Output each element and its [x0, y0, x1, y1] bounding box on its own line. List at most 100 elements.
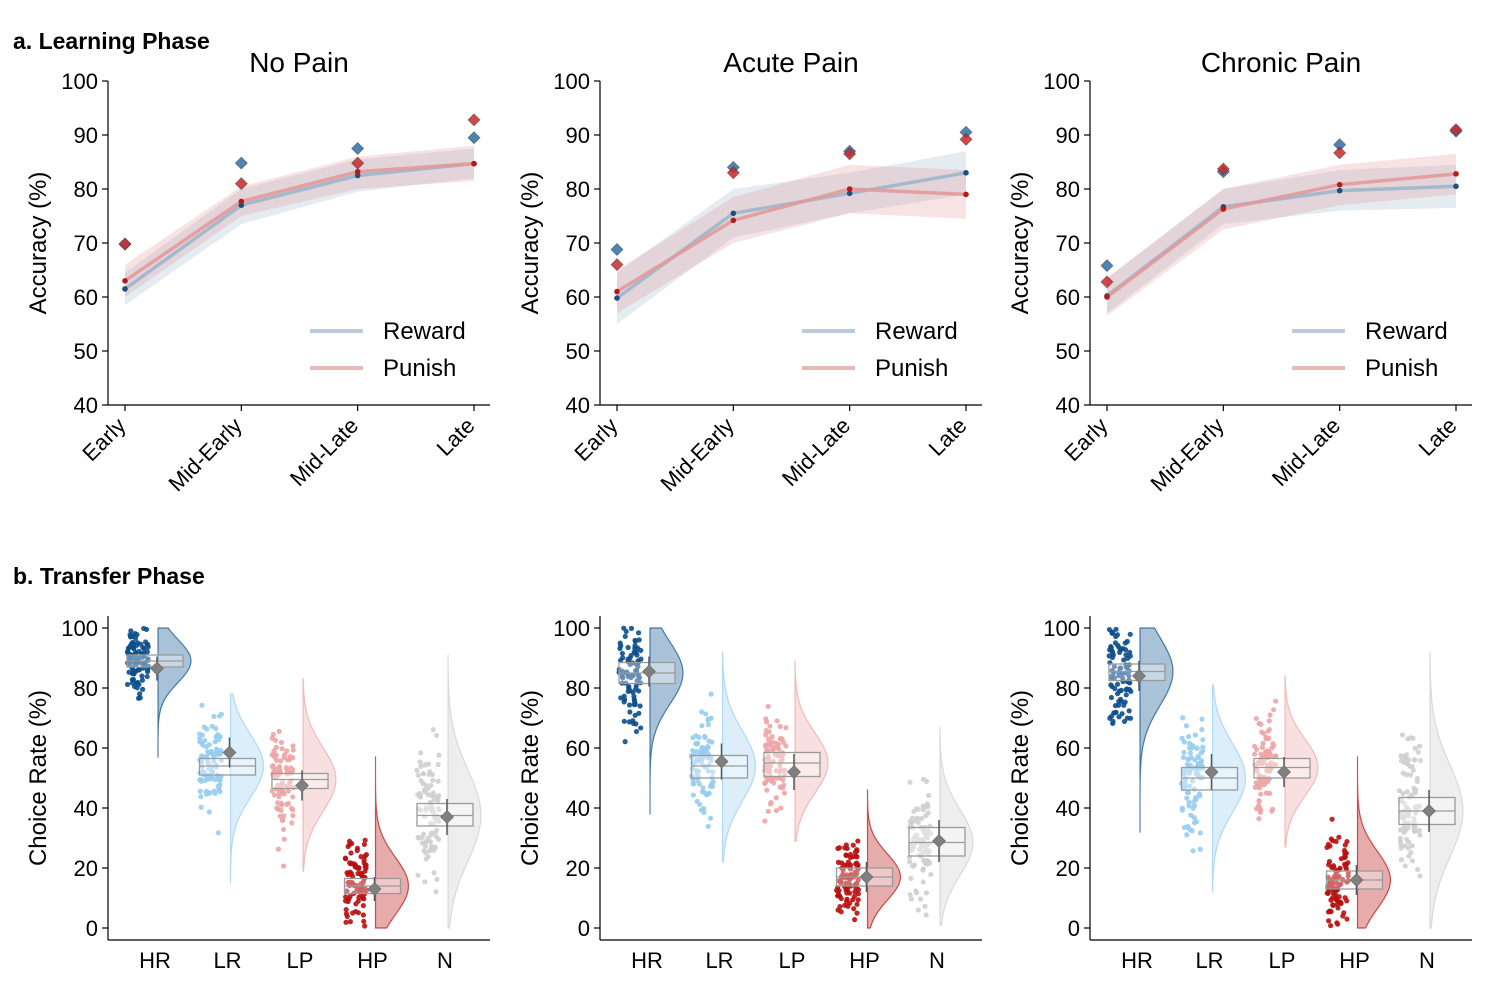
- reward-model-marker: [610, 242, 624, 257]
- y-tick-label: 80: [74, 676, 98, 701]
- punish-model-marker: [118, 237, 132, 251]
- data-point-N: [921, 857, 927, 863]
- mean-marker-HP: [1349, 873, 1364, 887]
- data-point-HP: [361, 918, 367, 924]
- data-point-LR: [216, 713, 223, 719]
- violin-LR: [721, 651, 757, 863]
- data-point-LR: [694, 798, 700, 805]
- data-point-N: [415, 772, 421, 778]
- data-point-LR: [1188, 812, 1194, 818]
- data-point-HR: [1107, 715, 1113, 721]
- mean-marker-LP: [787, 765, 801, 779]
- data-point-LP: [1257, 809, 1264, 815]
- data-point-HR: [129, 677, 135, 683]
- data-point-LP: [768, 778, 774, 784]
- data-point-HR: [622, 633, 628, 640]
- data-point-HR: [627, 709, 633, 715]
- data-point-N: [425, 785, 431, 792]
- data-point-HR: [632, 700, 638, 706]
- data-point-N: [1414, 805, 1420, 811]
- data-point-HR: [145, 656, 151, 662]
- y-tick-label: 90: [74, 123, 98, 148]
- data-point-LP: [767, 723, 773, 729]
- data-point-HR: [636, 688, 642, 694]
- data-point-LR: [209, 769, 215, 775]
- data-point-HP: [1342, 842, 1348, 848]
- data-point-HR: [124, 681, 131, 688]
- data-point-HR: [633, 683, 639, 689]
- y-tick-label: 40: [566, 796, 590, 821]
- data-point-LR: [705, 823, 711, 830]
- data-point-HR: [621, 718, 627, 724]
- data-point-LP: [1253, 715, 1259, 722]
- data-point-LP: [1269, 806, 1276, 812]
- data-point-LR: [1190, 805, 1196, 811]
- data-point-N: [1417, 832, 1423, 838]
- data-point-N: [432, 844, 438, 850]
- data-point-N: [1412, 788, 1418, 794]
- data-point-HR: [136, 648, 142, 655]
- punish-mean-point: [614, 288, 620, 295]
- data-point-LR: [707, 815, 714, 821]
- box-LR: [198, 757, 257, 776]
- data-point-HR: [638, 725, 644, 731]
- x-tick-label: Late: [924, 413, 972, 461]
- data-point-HR: [128, 641, 135, 647]
- data-point-LP: [276, 794, 282, 800]
- data-point-N: [1404, 836, 1410, 842]
- data-point-LP: [290, 743, 296, 749]
- data-point-HR: [139, 677, 146, 683]
- data-point-LR: [211, 788, 217, 794]
- data-point-HP: [1333, 896, 1339, 902]
- data-point-N: [423, 856, 429, 862]
- data-point-N: [433, 834, 440, 840]
- data-point-N: [928, 871, 934, 878]
- data-point-LR: [1181, 749, 1187, 755]
- reward-ci-band: [617, 151, 966, 324]
- data-point-LR: [208, 748, 215, 755]
- data-point-HR: [617, 645, 623, 652]
- data-point-N: [435, 778, 441, 784]
- data-point-N: [1405, 845, 1411, 851]
- data-point-N: [923, 890, 930, 896]
- data-point-HP: [348, 850, 354, 856]
- y-tick-label: 40: [1056, 796, 1080, 821]
- x-tick-label: HP: [849, 948, 880, 973]
- data-point-LR: [211, 758, 217, 764]
- data-point-HR: [135, 679, 141, 686]
- violin-N: [1429, 651, 1464, 929]
- data-point-LR: [703, 711, 709, 717]
- data-point-LR: [1198, 750, 1204, 756]
- y-axis-label: Choice Rate (%): [517, 690, 544, 866]
- reward-mean-point: [846, 190, 853, 197]
- x-tick-label: N: [437, 948, 453, 973]
- data-point-N: [422, 843, 428, 849]
- y-tick-label: 100: [553, 616, 590, 641]
- data-point-HP: [1330, 902, 1336, 908]
- data-point-N: [915, 806, 921, 812]
- data-point-HP: [1338, 899, 1344, 906]
- data-point-HP: [347, 841, 353, 848]
- data-point-HP: [1333, 880, 1340, 886]
- x-tick-label: Early: [77, 413, 130, 466]
- punish-series-line: [616, 187, 967, 294]
- data-point-HR: [637, 703, 643, 709]
- data-point-LR: [1194, 745, 1200, 751]
- data-point-N: [1409, 843, 1415, 849]
- data-point-LP: [777, 736, 783, 742]
- data-point-LP: [290, 794, 296, 800]
- data-point-HR: [144, 669, 151, 675]
- data-point-HP: [362, 837, 368, 843]
- data-point-HP: [855, 838, 861, 844]
- data-point-HR: [621, 625, 627, 631]
- data-point-HR: [622, 739, 628, 745]
- learning-chart-3: Chronic Pain 40 50 60 70 80 90 100 Accuracy (%) E…: [1007, 47, 1472, 496]
- data-point-LR: [1190, 848, 1196, 854]
- punish-series-line: [124, 161, 475, 283]
- data-point-HR: [141, 625, 147, 632]
- data-point-HR: [1109, 649, 1116, 656]
- data-point-LR: [197, 777, 203, 783]
- data-point-LR: [1186, 803, 1192, 809]
- data-point-N: [1412, 824, 1418, 830]
- data-point-LR: [705, 722, 712, 728]
